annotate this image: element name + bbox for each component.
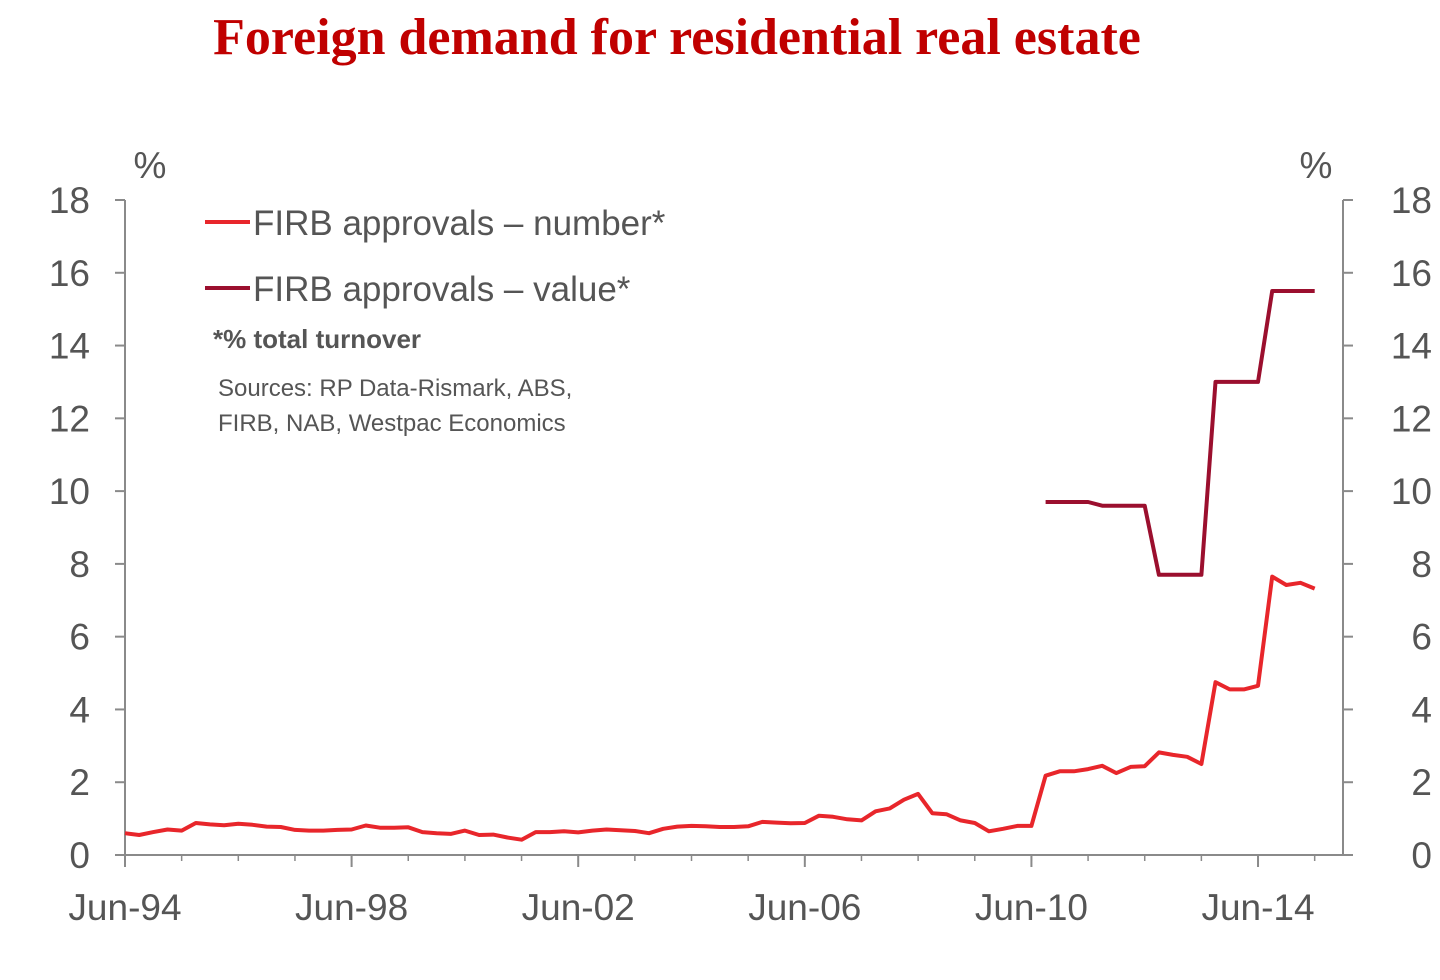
y-tick-label-right: 14: [1391, 326, 1432, 367]
y-tick-label-right: 10: [1391, 471, 1432, 512]
legend-label-number: FIRB approvals – number*: [253, 204, 666, 243]
legend-label-value: FIRB approvals – value*: [253, 270, 631, 309]
y-tick-label-left: 14: [49, 326, 90, 367]
y-tick-label-right: 0: [1411, 835, 1432, 876]
y-tick-label-left: 2: [69, 762, 90, 803]
x-axis-ticks: Jun-94 Jun-98 Jun-02 Jun-06 Jun-10 Jun-14: [68, 855, 1316, 928]
chart-series: [124, 289, 1316, 842]
source-line-1: Sources: RP Data-Rismark, ABS,: [218, 375, 572, 402]
x-tick-label: Jun-06: [748, 887, 861, 928]
y-tick-label-left: 0: [69, 835, 90, 876]
y-tick-label-right: 18: [1391, 180, 1432, 221]
y-axis-left-ticks: 0 2 4 6 8 10 12 14 16 18: [49, 180, 125, 876]
y-tick-label-right: 2: [1411, 762, 1432, 803]
x-tick-label: Jun-94: [68, 887, 181, 928]
y-tick-label-left: 4: [69, 689, 90, 730]
legend: FIRB approvals – number* FIRB approvals …: [205, 204, 666, 309]
y-tick-label-left: 16: [49, 253, 90, 294]
x-tick-label: Jun-14: [1201, 887, 1314, 928]
turnover-note: *% total turnover: [213, 324, 421, 354]
y-tick-label-right: 4: [1411, 689, 1432, 730]
y-tick-label-left: 8: [69, 544, 90, 585]
y-tick-label-left: 12: [49, 398, 90, 439]
y-tick-label-left: 10: [49, 471, 90, 512]
series-line-firb-value: [1045, 289, 1315, 577]
y-axis-left-unit: %: [134, 145, 167, 186]
series-line-firb-number: [124, 574, 1316, 842]
x-tick-label: Jun-98: [295, 887, 408, 928]
y-axis-right-ticks: 0 2 4 6 8 10 12 14 16 18: [1343, 180, 1432, 876]
chart-axes: [124, 200, 1344, 856]
x-tick-label: Jun-10: [975, 887, 1088, 928]
y-tick-label-right: 8: [1411, 544, 1432, 585]
y-axis-right-unit: %: [1300, 145, 1333, 186]
page-title: Foreign demand for residential real esta…: [213, 9, 1141, 66]
y-tick-label-right: 12: [1391, 398, 1432, 439]
y-tick-label-left: 18: [49, 180, 90, 221]
x-tick-label: Jun-02: [522, 887, 635, 928]
y-tick-label-right: 16: [1391, 253, 1432, 294]
y-tick-label-right: 6: [1411, 617, 1432, 658]
y-tick-label-left: 6: [69, 617, 90, 658]
source-line-2: FIRB, NAB, Westpac Economics: [218, 410, 566, 437]
